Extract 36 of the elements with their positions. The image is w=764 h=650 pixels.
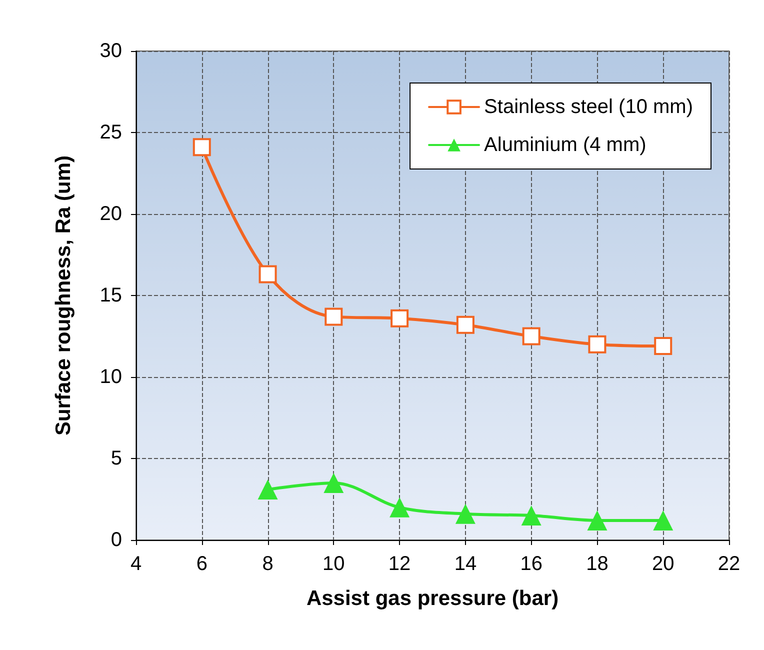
point xyxy=(522,327,540,346)
x-tick-label: 20 xyxy=(652,553,674,575)
y-axis-title: Surface roughness, Ra (um) xyxy=(52,155,75,436)
y-tick-label: 10 xyxy=(100,366,122,388)
x-tick-label: 10 xyxy=(322,553,345,575)
y-tick-label: 30 xyxy=(100,40,122,62)
point xyxy=(390,497,410,518)
y-tick-label: 25 xyxy=(100,122,122,144)
point xyxy=(258,479,278,500)
x-tick-label: 4 xyxy=(130,553,142,575)
point xyxy=(258,265,277,284)
legend-label: Aluminium (4 mm) xyxy=(484,134,646,156)
point xyxy=(192,138,211,156)
point xyxy=(654,337,672,356)
point xyxy=(324,308,343,326)
point xyxy=(390,309,409,328)
x-tick-label: 6 xyxy=(196,553,208,575)
x-tick-label: 12 xyxy=(388,553,411,575)
x-tick-label: 18 xyxy=(586,553,608,575)
x-tick-label: 14 xyxy=(454,553,477,575)
x-axis-title: Assist gas pressure (bar) xyxy=(306,587,559,610)
x-tick-label: 8 xyxy=(262,553,274,575)
y-tick-label: 20 xyxy=(100,203,122,225)
point xyxy=(587,510,608,530)
point xyxy=(588,335,606,354)
legend-label: Stainless steel (10 mm) xyxy=(484,96,694,118)
point xyxy=(324,472,344,493)
x-tick-label: 16 xyxy=(520,553,542,575)
point xyxy=(456,316,474,334)
y-tick-label: 0 xyxy=(110,529,122,551)
point xyxy=(455,504,476,524)
y-tick-label: 5 xyxy=(110,448,122,470)
point xyxy=(653,510,674,530)
x-tick-label: 22 xyxy=(718,553,740,575)
y-tick-label: 15 xyxy=(100,284,122,306)
point xyxy=(521,506,542,526)
